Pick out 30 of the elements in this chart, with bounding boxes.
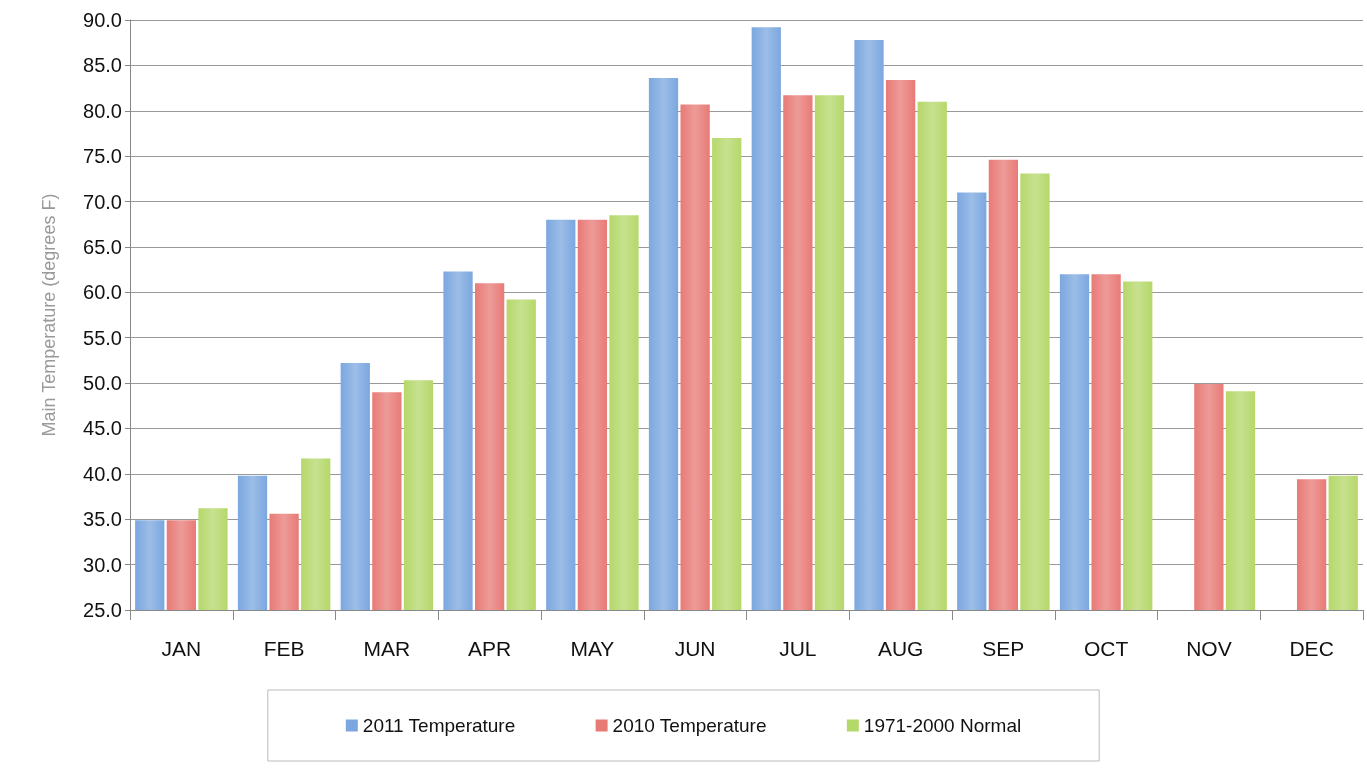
y-tick-label: 85.0 [83,54,122,77]
x-tick-label: DEC [1289,637,1334,660]
y-tick-label: 80.0 [83,99,122,122]
y-tick-label: 65.0 [83,235,122,258]
x-tick-label: MAY [570,637,615,660]
x-tick-label: APR [468,637,512,660]
legend-label: 2011 Temperature [362,715,516,736]
x-tick-label: NOV [1186,637,1232,660]
y-tick-label: 25.0 [83,599,122,621]
x-tick-label: JUN [674,637,716,660]
y-tick-label: 40.0 [83,462,122,485]
x-tick-label: SEP [982,637,1025,660]
x-tick-label: JAN [161,637,202,660]
y-tick-label: 90.0 [83,9,122,31]
y-tick-label: 70.0 [83,190,122,213]
legend-label: 2010 Temperature [612,715,767,736]
legend-label: 1971-2000 Normal [863,715,1022,736]
x-tick-label: FEB [263,637,305,660]
x-tick-label: MAR [363,637,411,660]
y-axis-title: Main Temperature (degrees F) [39,193,59,437]
x-tick-label: AUG [877,637,924,660]
y-tick-label: 35.0 [83,508,122,531]
y-tick-label: 30.0 [83,553,122,576]
y-tick-label: 55.0 [83,326,122,349]
y-tick-label: 45.0 [83,417,122,440]
x-tick-label: OCT [1083,637,1129,660]
x-tick-label: JUL [779,637,817,660]
y-tick-label: 50.0 [83,372,122,395]
y-tick-label: 75.0 [83,145,122,168]
y-tick-label: 60.0 [83,281,122,304]
